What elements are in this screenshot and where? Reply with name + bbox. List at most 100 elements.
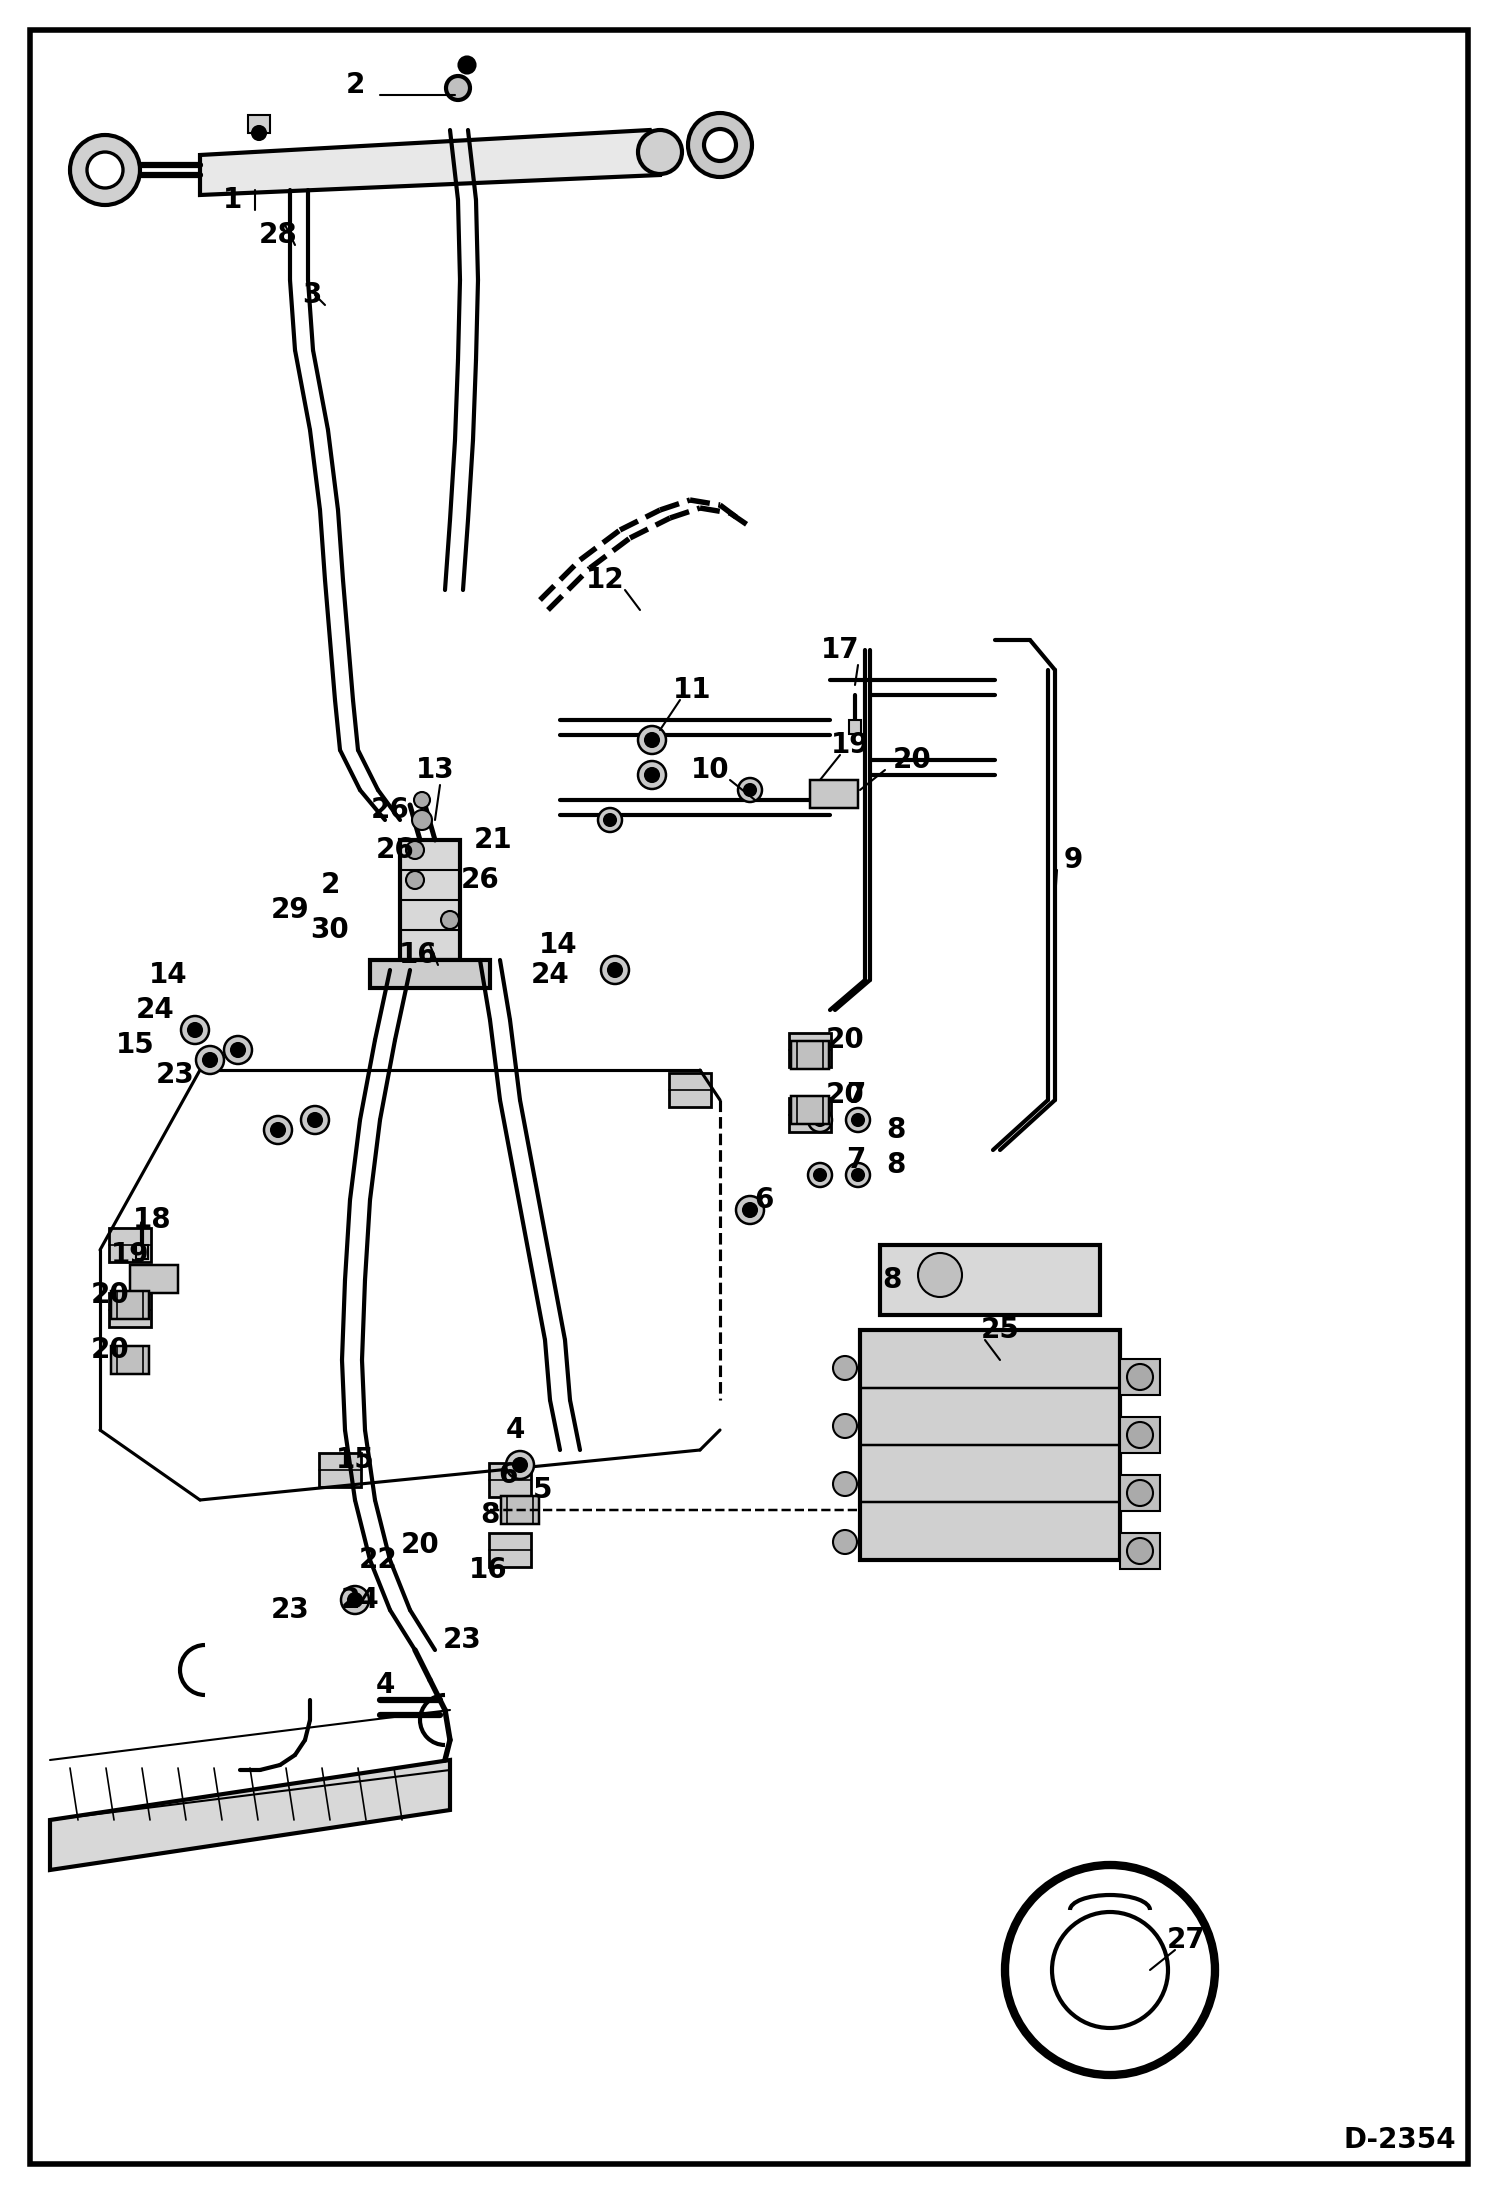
Text: 7: 7 [846, 1082, 866, 1108]
Circle shape [309, 1112, 322, 1128]
Circle shape [638, 761, 667, 790]
Circle shape [608, 963, 622, 976]
Text: 23: 23 [271, 1595, 310, 1624]
Circle shape [1126, 1422, 1153, 1448]
Bar [111, 1290, 148, 1319]
Text: 24: 24 [136, 996, 174, 1025]
Circle shape [846, 1108, 870, 1132]
Circle shape [638, 726, 667, 755]
Bar [810, 781, 858, 807]
Text: 7: 7 [846, 1145, 866, 1174]
Circle shape [196, 1047, 225, 1075]
Text: 8: 8 [882, 1266, 902, 1294]
Text: 20: 20 [400, 1531, 439, 1560]
Circle shape [406, 871, 424, 889]
Circle shape [833, 1413, 857, 1437]
Circle shape [1126, 1538, 1153, 1564]
Circle shape [1126, 1481, 1153, 1505]
Circle shape [833, 1356, 857, 1380]
Text: 10: 10 [691, 757, 730, 783]
Circle shape [736, 1196, 764, 1224]
Bar [370, 961, 490, 987]
Circle shape [70, 136, 139, 204]
Circle shape [181, 1016, 210, 1044]
Circle shape [852, 1115, 864, 1126]
Circle shape [846, 1163, 870, 1187]
Circle shape [852, 1169, 864, 1180]
Bar [109, 1292, 151, 1327]
Polygon shape [201, 129, 661, 195]
Text: D-2354: D-2354 [1344, 2126, 1456, 2155]
Text: 14: 14 [148, 961, 187, 989]
Text: 16: 16 [398, 941, 437, 970]
Circle shape [601, 957, 629, 983]
Text: 8: 8 [481, 1501, 500, 1529]
Text: 19: 19 [111, 1242, 150, 1268]
Text: 29: 29 [271, 895, 309, 924]
Circle shape [807, 1108, 831, 1132]
Text: 28: 28 [259, 222, 298, 248]
Circle shape [745, 783, 756, 796]
Bar [488, 1534, 530, 1567]
Circle shape [1126, 1365, 1153, 1391]
Bar [791, 1040, 828, 1068]
Text: 20: 20 [90, 1336, 129, 1365]
Circle shape [264, 1117, 292, 1143]
Text: 30: 30 [310, 917, 349, 943]
Text: 20: 20 [825, 1082, 864, 1108]
Bar [111, 1345, 148, 1373]
Text: 8: 8 [887, 1117, 906, 1143]
Polygon shape [49, 1760, 449, 1869]
Text: 16: 16 [469, 1556, 508, 1584]
Circle shape [598, 807, 622, 832]
Text: 14: 14 [539, 930, 577, 959]
Bar [109, 1229, 151, 1262]
Text: 4: 4 [505, 1415, 524, 1444]
Bar [136, 1244, 148, 1259]
Circle shape [813, 1169, 825, 1180]
Bar [791, 1097, 828, 1123]
Text: 6: 6 [499, 1461, 518, 1490]
Circle shape [348, 1593, 363, 1606]
Bar [1121, 1417, 1159, 1452]
Circle shape [412, 810, 431, 829]
Bar [789, 1097, 831, 1132]
Circle shape [406, 840, 424, 860]
Bar [849, 720, 861, 735]
Circle shape [638, 129, 682, 173]
Circle shape [646, 733, 659, 746]
Text: 19: 19 [831, 731, 869, 759]
Circle shape [189, 1022, 202, 1038]
Text: 24: 24 [530, 961, 569, 989]
Circle shape [458, 57, 475, 72]
Circle shape [446, 77, 470, 101]
Text: 26: 26 [376, 836, 415, 864]
Text: 8: 8 [887, 1152, 906, 1178]
Text: 11: 11 [673, 676, 712, 704]
Bar [1121, 1534, 1159, 1569]
Text: 20: 20 [90, 1281, 129, 1310]
Circle shape [704, 129, 736, 160]
Circle shape [688, 114, 752, 178]
Circle shape [204, 1053, 217, 1066]
Text: 2: 2 [346, 70, 364, 99]
Bar [488, 1463, 530, 1496]
Circle shape [225, 1036, 252, 1064]
Bar [400, 840, 460, 961]
Text: 23: 23 [442, 1626, 481, 1654]
Circle shape [342, 1586, 369, 1615]
Circle shape [739, 779, 762, 803]
Bar [789, 1033, 831, 1066]
Text: 13: 13 [415, 757, 454, 783]
Circle shape [813, 1115, 825, 1126]
Bar [1121, 1474, 1159, 1512]
Circle shape [440, 911, 458, 928]
Text: 22: 22 [358, 1547, 397, 1573]
Text: 18: 18 [133, 1207, 171, 1233]
Circle shape [918, 1253, 962, 1297]
Circle shape [646, 768, 659, 781]
Bar [249, 114, 270, 134]
Text: 3: 3 [303, 281, 322, 309]
Circle shape [271, 1123, 285, 1136]
Text: 20: 20 [893, 746, 932, 774]
